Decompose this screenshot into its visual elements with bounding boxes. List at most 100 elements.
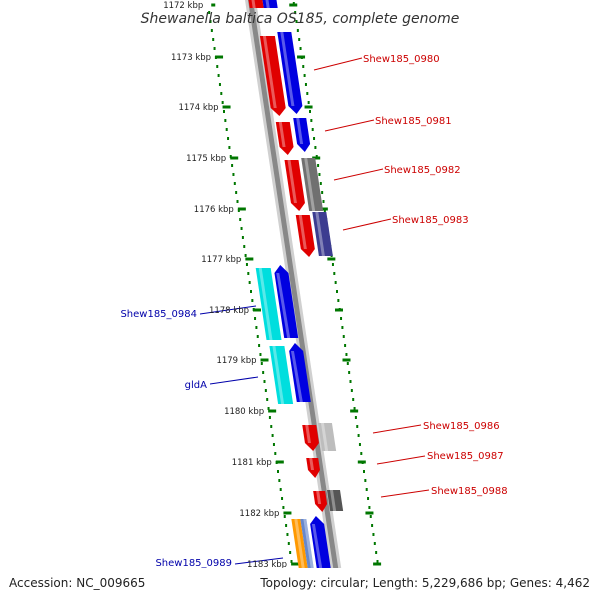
ruler-dotted-line-left: [206, 2, 294, 572]
gene-arrow-body: [302, 425, 319, 451]
kbp-label: 1179 kbp: [216, 356, 256, 366]
ruler-dot: [247, 272, 250, 275]
gene-shew185-0986-red[interactable]: [302, 425, 319, 451]
ruler-dot: [352, 398, 355, 401]
gene-arrow-body: [306, 458, 320, 478]
gene-highlight: [304, 158, 316, 211]
gene-label-shew185-0987[interactable]: Shew185_0987: [427, 451, 504, 462]
ruler-dot: [311, 128, 314, 131]
ruler-dot: [346, 362, 349, 365]
ruler-dot: [365, 488, 368, 491]
kbp-tick-left: [275, 460, 284, 464]
gene-highlight: [309, 458, 314, 470]
ruler-dot: [251, 299, 254, 302]
gene-shew185-0983-slate[interactable]: [312, 212, 333, 256]
kbp-tick-left: [253, 308, 261, 312]
gene-label-shew185-0983[interactable]: Shew185_0983: [392, 215, 469, 226]
gene-shew185-0988-darkgray[interactable]: [327, 490, 344, 511]
kbp-tick-right: [327, 257, 336, 261]
ruler-dot: [220, 92, 223, 95]
ruler-dot: [371, 524, 374, 527]
gene-shew185-0987-red[interactable]: [306, 458, 320, 478]
ruler-dot: [349, 380, 352, 383]
gene-shew185-0984-cyan[interactable]: [255, 268, 282, 340]
gene-arrow-body: [317, 423, 337, 451]
gene-partial-top-blue[interactable]: [262, 0, 278, 8]
ruler-dot: [260, 362, 263, 365]
gene-shew185-0986-gray[interactable]: [317, 423, 337, 451]
gene-arrow-body: [262, 0, 278, 8]
ruler-dot: [241, 236, 244, 239]
gene-arrow-body: [269, 346, 294, 404]
gene-shew185-0984-blue[interactable]: [274, 265, 299, 338]
ruler-dot: [209, 20, 212, 23]
ruler-dot: [256, 335, 259, 338]
leader-line: [372, 424, 422, 434]
gene-label-glda[interactable]: gldA: [185, 380, 207, 391]
gene-label-shew185-0982[interactable]: Shew185_0982: [384, 165, 461, 176]
kbp-label: 1176 kbp: [194, 205, 234, 215]
ruler-dot: [368, 506, 371, 509]
ruler-dot: [306, 92, 309, 95]
ruler-dot: [208, 11, 211, 14]
kbp-tick-left: [230, 156, 239, 160]
gene-glda-blue[interactable]: [289, 343, 311, 402]
ruler-dot: [375, 551, 378, 554]
leader-line: [234, 557, 284, 565]
ruler-dot: [304, 83, 307, 86]
genome-summary-text: Topology: circular; Length: 5,229,686 bp…: [259, 576, 590, 590]
gene-shew185-0980-red[interactable]: [259, 36, 286, 116]
ruler-dot: [322, 200, 325, 203]
gene-label-shew185-0980[interactable]: Shew185_0980: [363, 54, 440, 65]
ruler-dot: [340, 317, 343, 320]
ruler-dot: [319, 182, 322, 185]
gene-arrow-body: [248, 0, 264, 8]
gene-arrow-body: [312, 212, 333, 256]
gene-shew185-0982-gray[interactable]: [301, 158, 324, 211]
gene-arrow-body: [277, 32, 303, 114]
ruler-dot: [272, 443, 275, 446]
ruler-dot: [278, 479, 281, 482]
gene-label-shew185-0988[interactable]: Shew185_0988: [431, 486, 508, 497]
gene-shew185-0982-red[interactable]: [284, 160, 305, 211]
gene-shew185-0981-red[interactable]: [275, 122, 294, 155]
gene-partial-top-red[interactable]: [248, 0, 264, 8]
kbp-label: 1173 kbp: [171, 53, 211, 63]
kbp-tick-right: [297, 55, 306, 59]
gene-shew185-0981-blue[interactable]: [293, 118, 311, 152]
leader-line: [333, 168, 384, 181]
accession-text: Accession: NC_009665: [9, 576, 145, 590]
leader-line: [209, 376, 259, 385]
ruler-dot: [255, 326, 258, 329]
gene-label-shew185-0981[interactable]: Shew185_0981: [375, 116, 452, 127]
ruler-dot: [262, 371, 265, 374]
ruler-dot: [358, 443, 361, 446]
gene-glda-cyan[interactable]: [269, 346, 294, 404]
gene-shew185-0988-red[interactable]: [313, 491, 328, 512]
ruler-dot: [309, 110, 311, 113]
gene-label-shew185-0984[interactable]: Shew185_0984: [120, 309, 197, 320]
ruler-dot: [250, 290, 252, 293]
kbp-tick-right: [357, 460, 366, 464]
ruler-dot: [264, 389, 267, 392]
ruler-dot: [243, 245, 246, 248]
gene-shew185-0980-blue[interactable]: [277, 32, 303, 114]
kbp-tick-right: [350, 409, 359, 413]
footer-background: [0, 568, 600, 600]
ruler-dot: [286, 533, 289, 536]
gene-label-shew185-0986[interactable]: Shew185_0986: [423, 421, 500, 432]
gene-arrow-body: [284, 160, 305, 211]
ruler-dot: [372, 533, 375, 536]
gene-label-shew185-0989[interactable]: Shew185_0989: [155, 558, 232, 569]
gene-arrow-body: [274, 265, 299, 338]
ruler-dot: [218, 83, 221, 86]
kbp-tick-left: [283, 511, 292, 515]
gene-shew185-0983-red[interactable]: [295, 215, 315, 257]
ruler-dot: [331, 263, 334, 266]
ruler-dot: [356, 425, 359, 428]
ruler-dot: [235, 191, 238, 194]
ruler-dot: [233, 182, 236, 185]
ruler-dot: [231, 164, 234, 167]
ruler-dot: [341, 326, 344, 329]
